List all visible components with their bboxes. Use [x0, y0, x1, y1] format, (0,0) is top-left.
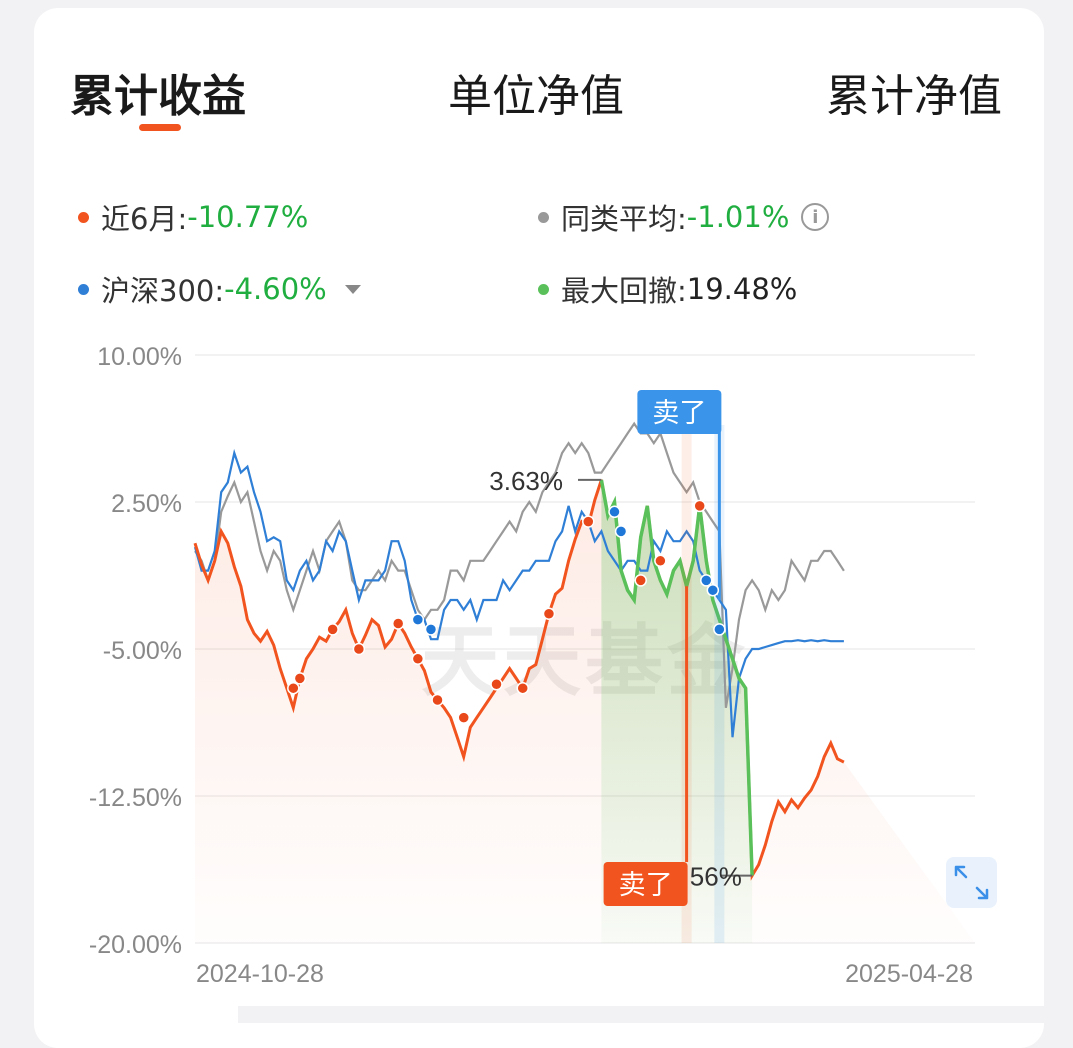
- y-tick-label: -5.00%: [103, 637, 182, 665]
- data-point-orange: [693, 499, 706, 513]
- legend-value: -4.60%: [224, 272, 327, 306]
- x-tick-label: 2025-04-28: [845, 960, 973, 988]
- return-chart: 10.00% 2.50% -5.00% -12.50% -20.00% 2024-10-2…: [89, 343, 997, 988]
- y-tick-label: -20.00%: [89, 931, 182, 959]
- tab-unit-nav[interactable]: 单位净值: [448, 71, 624, 122]
- legend-label: 沪深300:: [101, 274, 225, 308]
- data-point-blue: [700, 574, 713, 587]
- tab-cumulative-return[interactable]: 累计收益: [70, 71, 246, 122]
- bottom-strip: [238, 1006, 1044, 1023]
- data-point-blue: [424, 623, 438, 636]
- legend-dot-green: [538, 283, 549, 295]
- expand-icon[interactable]: [946, 857, 997, 908]
- series-line-csi300: [193, 448, 844, 738]
- sell-badge-bg: [637, 390, 722, 434]
- sell-badge: 卖了: [603, 862, 688, 906]
- expand-button-bg: [946, 857, 997, 908]
- legend-dot-gray: [538, 211, 549, 223]
- data-point-blue: [713, 623, 726, 636]
- sell-badge-bg: [603, 862, 688, 906]
- legend-dot-blue: [78, 283, 89, 295]
- legend-label: 最大回撤:: [561, 274, 687, 308]
- data-point-orange: [287, 681, 300, 695]
- sell-badge: 卖了: [637, 390, 722, 434]
- x-tick-label: 2024-10-28: [196, 960, 324, 988]
- data-point-orange: [293, 672, 307, 685]
- legend-dot-orange: [78, 211, 89, 223]
- data-point-orange: [391, 617, 405, 630]
- data-point-orange: [411, 652, 425, 666]
- legend-six-month: 近6月: -10.77%: [78, 196, 308, 238]
- data-point-blue: [411, 613, 425, 626]
- legend-label: 近6月:: [101, 202, 188, 236]
- data-point-orange: [326, 623, 339, 636]
- series-line-category-average: [194, 421, 845, 708]
- expand-arrow: [975, 886, 989, 900]
- data-point-orange: [352, 642, 366, 656]
- tab-bar: 累计收益 单位净值 累计净值: [34, 8, 1044, 148]
- y-tick-label: -12.50%: [89, 784, 182, 812]
- legend-category-average: 同类平均: -1.01% i: [538, 196, 830, 238]
- data-point-orange: [457, 711, 470, 724]
- data-point-orange: [634, 574, 647, 587]
- drawdown-area-fill: [601, 479, 753, 943]
- legend-max-drawdown: 最大回撤: 19.48%: [538, 268, 797, 310]
- expand-arrow: [954, 865, 968, 879]
- data-point-orange: [490, 678, 503, 691]
- data-point-blue: [614, 525, 628, 538]
- data-point-orange: [542, 607, 556, 620]
- data-point-orange: [582, 515, 595, 528]
- series-area-fill: [195, 479, 975, 943]
- legend-label: 同类平均:: [561, 202, 687, 236]
- legend-value: 19.48%: [686, 272, 798, 306]
- trade-marker-band: [714, 425, 725, 943]
- data-point-orange: [654, 554, 667, 568]
- legend-value: -1.01%: [686, 200, 790, 234]
- sell-badge-label: 卖了: [619, 870, 673, 901]
- dropdown-icon[interactable]: [344, 284, 361, 294]
- active-tab-indicator: [139, 124, 181, 131]
- data-point-orange: [431, 693, 444, 707]
- annotation-label: 3.63%: [489, 466, 563, 496]
- legend-value: -10.77%: [187, 200, 309, 234]
- y-tick-label: 10.00%: [97, 343, 182, 371]
- data-point-orange: [516, 681, 529, 695]
- y-tick-label: 2.50%: [111, 490, 182, 518]
- legend-csi300[interactable]: 沪深300: -4.60%: [78, 268, 361, 310]
- info-icon[interactable]: i: [801, 203, 830, 231]
- data-point-blue: [608, 505, 621, 519]
- sell-badge-label: 卖了: [652, 398, 706, 429]
- tab-cumulative-nav[interactable]: 累计净值: [826, 71, 1002, 122]
- drawdown-line: [599, 479, 754, 876]
- data-point-blue: [706, 583, 720, 597]
